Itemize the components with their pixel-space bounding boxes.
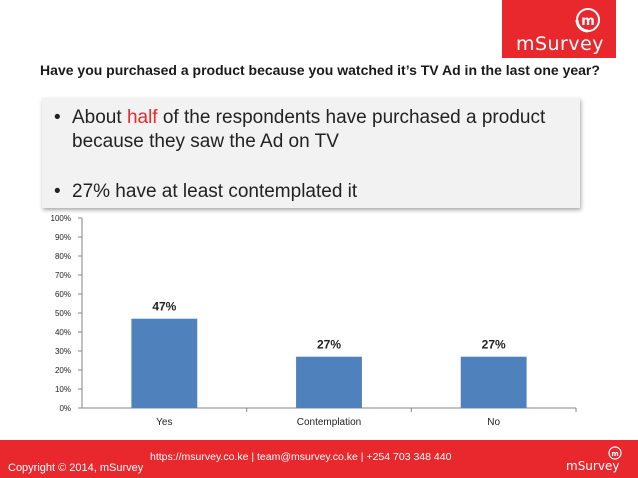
brand-logo-text: mSurvey <box>515 33 605 55</box>
finding-1-text-end: of the respondents have purchased a prod… <box>72 107 546 152</box>
bullet-2: • <box>54 181 61 202</box>
x-category-label: No <box>487 417 500 428</box>
y-tick-label: 50% <box>55 309 71 318</box>
y-tick-label: 100% <box>51 214 71 223</box>
key-findings-callout: • About half of the respondents have pur… <box>42 98 580 208</box>
msurvey-logo-icon: m <box>575 8 600 33</box>
finding-2-text: 27% have at least contemplated it <box>72 181 358 202</box>
x-category-label: Yes <box>156 417 172 428</box>
footer-copyright: Copyright © 2014, mSurvey <box>8 462 144 474</box>
finding-1-highlight: half <box>126 107 158 128</box>
chart-question-title: Have you purchased a product because you… <box>40 62 600 78</box>
finding-2: • 27% have at least contemplated it <box>54 180 564 204</box>
y-tick-label: 40% <box>55 328 71 337</box>
footer-logo-text: mSurvey <box>566 459 620 473</box>
finding-1-text-start: About <box>72 107 127 128</box>
y-tick-label: 70% <box>55 271 71 280</box>
data-label: 27% <box>482 338 506 352</box>
data-label: 47% <box>152 300 176 314</box>
footer-contact: https://msurvey.co.ke | team@msurvey.co.… <box>150 451 452 463</box>
bar-chart: 0% 10% 20% 30% 40% 50% 60% 70% 80% 90% 100% 47% Yes 2… <box>51 214 577 428</box>
footer-bar <box>0 440 638 478</box>
footer-logo-glyph: m <box>611 450 618 458</box>
brand-logo-panel <box>502 0 616 58</box>
y-tick-label: 10% <box>55 385 71 394</box>
bullet-1: • <box>54 107 61 128</box>
y-tick-label: 0% <box>59 404 71 413</box>
y-tick-label: 90% <box>55 233 71 242</box>
bar-yes <box>131 318 198 408</box>
bar-contemplation <box>296 356 362 408</box>
data-label: 27% <box>317 338 341 352</box>
x-category-label: Contemplation <box>297 417 361 428</box>
footer-logo-icon: m <box>608 446 622 460</box>
logo-glyph: m <box>581 14 595 29</box>
y-tick-label: 20% <box>55 366 71 375</box>
bar-no <box>460 356 527 408</box>
y-tick-label: 30% <box>55 347 71 356</box>
y-tick-label: 80% <box>55 252 71 261</box>
y-tick-label: 60% <box>55 290 71 299</box>
finding-1: • About half of the respondents have pur… <box>54 106 564 154</box>
